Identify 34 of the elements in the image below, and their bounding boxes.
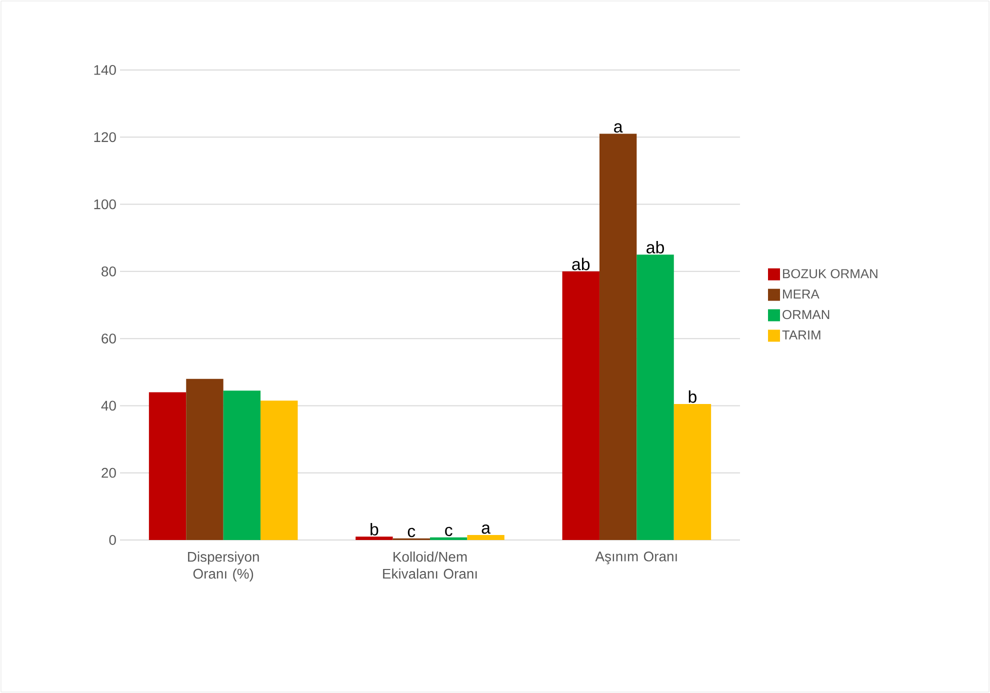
- bar: [260, 400, 298, 540]
- x-tick-label: Dispersiyon Oranı (%): [188, 552, 259, 582]
- bar: [356, 536, 393, 540]
- bar: [562, 271, 600, 540]
- bar: [467, 534, 504, 540]
- y-tick-label: 80: [102, 266, 116, 276]
- legend-label: MERA: [783, 290, 820, 299]
- bar: [186, 378, 224, 540]
- y-tick-label: 120: [94, 132, 116, 142]
- x-tick-label: Aşınım Oranı: [595, 552, 677, 564]
- bar: [223, 390, 261, 540]
- legend-label: ORMAN: [782, 310, 830, 320]
- y-tick-label: 140: [94, 65, 116, 75]
- y-tick-label: 40: [101, 400, 116, 411]
- legend-label: TARIM: [782, 330, 820, 340]
- annotation: c: [445, 526, 452, 536]
- annotation: ab: [646, 241, 664, 254]
- annotation: c: [408, 528, 416, 538]
- annotation: ab: [572, 258, 590, 270]
- annotation: a: [482, 524, 491, 534]
- annotation: a: [614, 123, 623, 133]
- bar: [599, 134, 637, 540]
- bar: [636, 254, 674, 540]
- y-tick-label: 20: [102, 468, 116, 478]
- x-tick-label: Kolloid/Nem Ekivalanı Oranı: [383, 552, 477, 579]
- y-tick-label: 60: [102, 334, 116, 344]
- y-tick-label: 100: [94, 199, 116, 210]
- y-tick-label: 0: [109, 535, 116, 545]
- bar: [430, 537, 468, 540]
- bar: [674, 404, 712, 540]
- bar: [148, 392, 186, 540]
- annotation: b: [370, 523, 378, 536]
- annotation: b: [688, 390, 696, 403]
- legend-label: BOZUK ORMAN: [783, 269, 878, 278]
